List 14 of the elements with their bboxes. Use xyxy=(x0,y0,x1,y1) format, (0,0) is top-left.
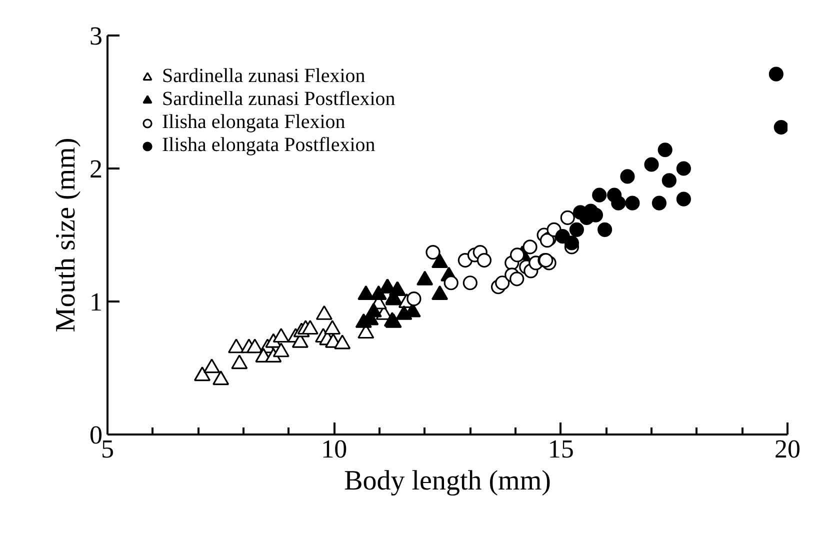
legend-label: Sardinella zunasi Flexion xyxy=(162,65,366,88)
x-axis-title: Body length (mm) xyxy=(344,466,551,496)
legend-label: Sardinella zunasi Postflexion xyxy=(162,88,396,111)
legend-label: Ilisha elongata Flexion xyxy=(162,111,346,134)
y-tick-label: 1 xyxy=(90,288,102,316)
x-tick-label: 10 xyxy=(321,434,348,464)
y-tick-label: 0 xyxy=(90,420,102,450)
x-tick-label: 5 xyxy=(101,434,114,464)
y-tick-label: 2 xyxy=(90,154,102,184)
y-axis-title: Mouth size (mm) xyxy=(50,138,82,332)
y-tick-label: 3 xyxy=(90,22,102,50)
legend-label: Ilisha elongata Postflexion xyxy=(162,134,376,157)
x-tick-label: 15 xyxy=(548,434,574,464)
x-tick-label: 20 xyxy=(774,434,800,464)
